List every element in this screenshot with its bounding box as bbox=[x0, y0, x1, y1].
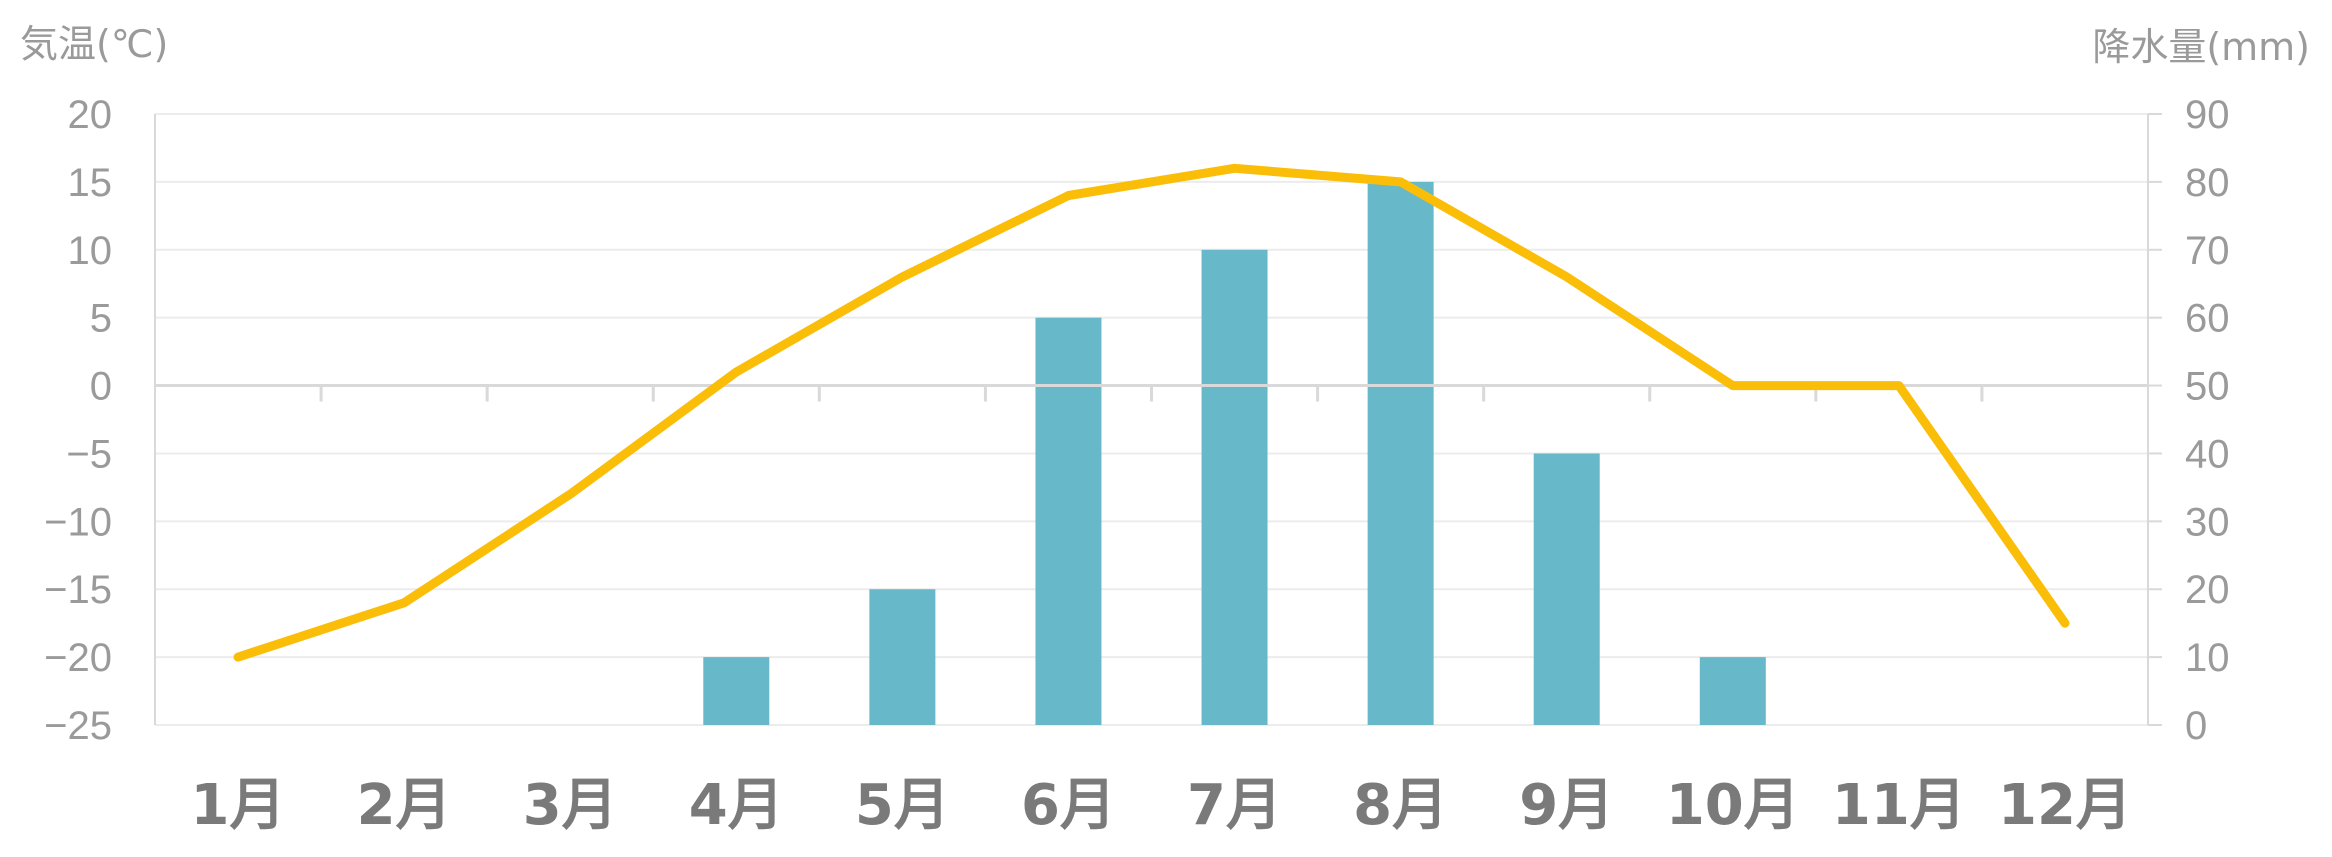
bar-7 bbox=[1201, 249, 1268, 725]
right-tick-label: 70 bbox=[2185, 229, 2230, 273]
left-axis-title: 気温(℃) bbox=[20, 22, 168, 66]
month-label-12: 12月 bbox=[1998, 773, 2132, 838]
month-label-5: 5月 bbox=[855, 773, 950, 838]
right-tick-label: 60 bbox=[2185, 297, 2230, 341]
left-tick-label: −5 bbox=[66, 432, 112, 476]
bar-6 bbox=[1035, 317, 1102, 725]
bar-4 bbox=[703, 657, 770, 725]
precipitation-bars bbox=[703, 181, 1766, 725]
right-axis-title: 降水量(mm) bbox=[2092, 25, 2310, 69]
month-label-10: 10月 bbox=[1666, 773, 1800, 838]
temperature-series bbox=[233, 163, 2070, 662]
month-labels: 1月 2月 3月 4月 5月 6月 7月 8月 9月 10月 11月 12月 bbox=[191, 773, 2132, 838]
left-tick-label: 10 bbox=[68, 229, 113, 273]
right-tick-label: 0 bbox=[2185, 704, 2207, 748]
right-tick-label: 50 bbox=[2185, 365, 2230, 409]
month-label-6: 6月 bbox=[1021, 773, 1116, 838]
month-label-7: 7月 bbox=[1187, 773, 1282, 838]
bar-9 bbox=[1533, 453, 1600, 725]
right-tick-label: 30 bbox=[2185, 500, 2230, 544]
axes bbox=[154, 113, 2162, 726]
bar-5 bbox=[869, 589, 936, 725]
bar-10 bbox=[1699, 657, 1766, 725]
left-tick-label: 15 bbox=[68, 161, 113, 205]
month-label-2: 2月 bbox=[357, 773, 452, 838]
left-tick-label: −15 bbox=[44, 568, 112, 612]
right-tick-label: 20 bbox=[2185, 568, 2230, 612]
left-tick-label: −20 bbox=[44, 636, 112, 680]
temperature-line bbox=[233, 163, 2070, 662]
right-tick-label: 90 bbox=[2185, 93, 2230, 137]
month-label-3: 3月 bbox=[523, 773, 618, 838]
month-label-4: 4月 bbox=[689, 773, 784, 838]
right-tick-label: 10 bbox=[2185, 636, 2230, 680]
left-tick-label: 5 bbox=[90, 297, 112, 341]
left-tick-label: −25 bbox=[44, 704, 112, 748]
month-label-1: 1月 bbox=[191, 773, 286, 838]
grid-lines bbox=[155, 113, 2148, 726]
left-tick-label: 20 bbox=[68, 93, 113, 137]
left-tick-label: −10 bbox=[44, 500, 112, 544]
right-tick-label: 80 bbox=[2185, 161, 2230, 205]
bar-8 bbox=[1367, 181, 1434, 725]
left-tick-label: 0 bbox=[90, 365, 112, 409]
right-axis-ticks: 90 80 70 60 50 40 30 20 10 0 bbox=[2185, 93, 2230, 748]
month-label-11: 11月 bbox=[1832, 773, 1966, 838]
right-tick-label: 40 bbox=[2185, 432, 2230, 476]
month-label-9: 9月 bbox=[1519, 773, 1614, 838]
left-axis-ticks: 20 15 10 5 0 −5 −10 −15 −20 −25 bbox=[44, 93, 112, 748]
month-label-8: 8月 bbox=[1353, 773, 1448, 838]
